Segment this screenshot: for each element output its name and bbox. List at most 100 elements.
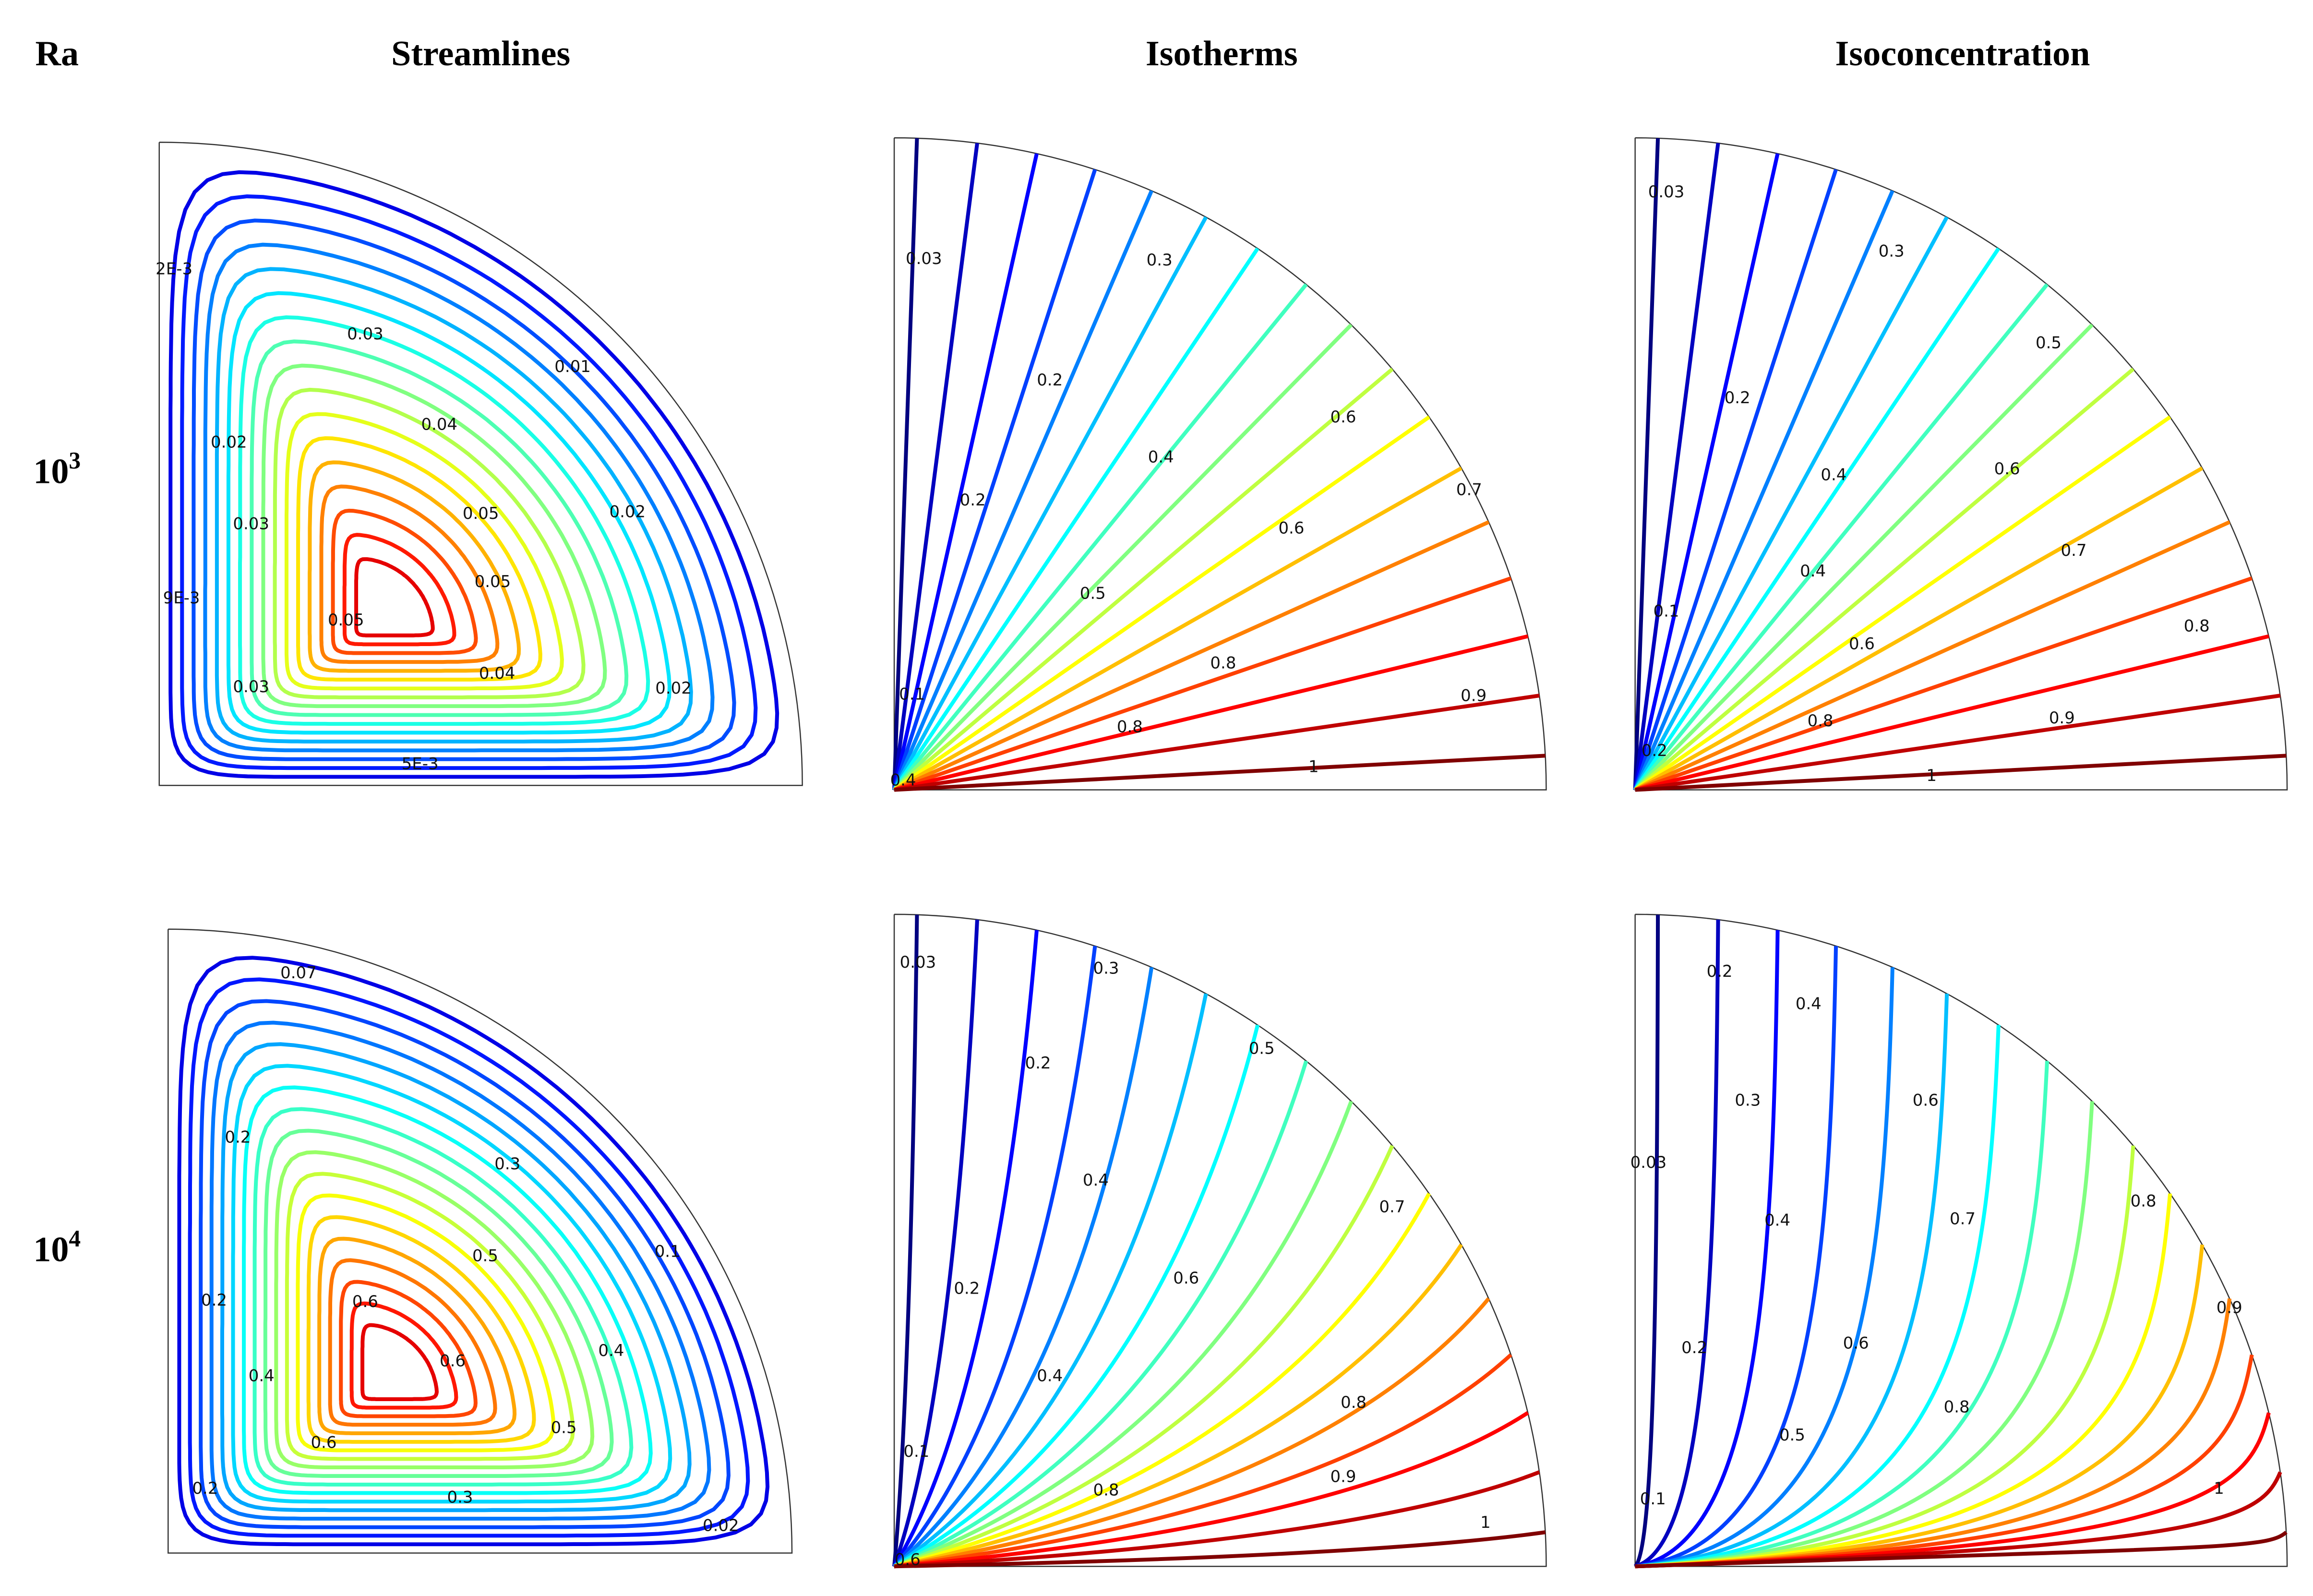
isoline xyxy=(893,520,1490,792)
contour-label: 0.2 xyxy=(1037,371,1063,390)
isoline xyxy=(894,1470,1540,1569)
streamline xyxy=(339,1280,478,1418)
contour-label: 0.9 xyxy=(2217,1298,2242,1318)
contour-label: 0.03 xyxy=(233,514,269,533)
contour-label: 0.02 xyxy=(655,679,692,698)
streamline xyxy=(203,242,715,753)
contour-label: 0.6 xyxy=(1173,1269,1199,1288)
contour-label: 0.9 xyxy=(1330,1467,1356,1487)
contour-label: 0.05 xyxy=(463,504,499,523)
row-label: 103 xyxy=(33,447,81,492)
contour-label: 0.2 xyxy=(1707,962,1733,981)
domain-outline xyxy=(168,928,793,1554)
contour-label: 0.5 xyxy=(1080,584,1106,603)
isoline xyxy=(1634,634,2269,792)
isoline xyxy=(1634,367,2135,792)
isoline xyxy=(1635,1298,2232,1569)
contour-label: 0.02 xyxy=(211,433,247,452)
isoline xyxy=(894,1411,1529,1569)
streamline xyxy=(342,533,456,647)
isoline xyxy=(892,216,1208,791)
domain-outline xyxy=(158,142,803,786)
isoline xyxy=(892,247,1259,791)
contour-label: 0.07 xyxy=(280,963,317,983)
streamline xyxy=(296,436,542,682)
contour-label: 0.6 xyxy=(1849,634,1875,653)
isoline xyxy=(893,993,1208,1568)
streamline xyxy=(354,557,435,637)
streamline xyxy=(231,1064,672,1504)
domain-outline xyxy=(1634,137,2288,791)
contour-label: 0.5 xyxy=(2036,334,2061,353)
streamline xyxy=(308,460,521,673)
isoline xyxy=(893,1145,1394,1569)
contour-label: 0.3 xyxy=(1879,241,1905,261)
contour-label: 0.03 xyxy=(900,953,936,972)
contour-label: 0.01 xyxy=(554,357,591,376)
domain-outline xyxy=(893,913,1547,1567)
isoline xyxy=(892,283,1308,792)
contour-label: 0.1 xyxy=(655,1242,681,1261)
streamline xyxy=(188,977,750,1538)
contour-label: 0.6 xyxy=(895,1550,921,1569)
contour-label: 0.03 xyxy=(1648,182,1685,202)
streamline xyxy=(209,1020,711,1521)
isoline xyxy=(892,168,1097,791)
contour-label: 0.1 xyxy=(903,1442,929,1461)
streamline xyxy=(226,291,672,735)
contour-label: 0.4 xyxy=(249,1367,275,1386)
streamline xyxy=(319,484,500,664)
row-label-exponent: 3 xyxy=(69,447,81,474)
isoline xyxy=(1635,694,2281,792)
streamline xyxy=(250,339,629,717)
streamline xyxy=(306,1215,536,1444)
domain-outline xyxy=(1634,913,2288,1567)
isoline xyxy=(894,1353,1512,1569)
contour-label: 0.8 xyxy=(2131,1191,2157,1211)
isoline xyxy=(894,754,1546,792)
streamline xyxy=(273,387,586,699)
contour-label: 1 xyxy=(1308,757,1319,777)
isoline xyxy=(1634,415,2171,792)
contour-label: 0.4 xyxy=(1764,1211,1790,1230)
contour-label: 0.8 xyxy=(1944,1397,1970,1416)
isoline xyxy=(1633,914,1660,1568)
isoline xyxy=(1635,1412,2271,1569)
isoline xyxy=(1635,1244,2205,1569)
contour-label: 0.1 xyxy=(1654,602,1679,621)
contour-label: 0.5 xyxy=(1779,1426,1805,1445)
contour-label: 0.9 xyxy=(1461,686,1486,706)
contour-label: 0.8 xyxy=(1341,1393,1366,1412)
streamline xyxy=(261,363,607,708)
contour-label: 0.4 xyxy=(1800,562,1826,581)
isoline xyxy=(894,1297,1490,1569)
contour-label: 0.4 xyxy=(1796,995,1822,1014)
isoline xyxy=(1635,1531,2288,1569)
streamline xyxy=(263,1128,614,1478)
contour-label: 0.8 xyxy=(2184,616,2210,636)
isoline xyxy=(892,190,1153,791)
isoline xyxy=(892,914,919,1567)
streamline xyxy=(331,508,478,655)
contour-label: 0.03 xyxy=(1630,1153,1667,1172)
contour-label: 0.6 xyxy=(352,1292,378,1311)
contour-label: 1 xyxy=(2214,1479,2224,1498)
contour-label: 0.9 xyxy=(2049,708,2075,728)
streamline xyxy=(180,194,758,770)
isoline xyxy=(893,415,1430,792)
isoline xyxy=(893,946,1097,1568)
isoline xyxy=(894,634,1529,792)
isoline xyxy=(1635,754,2287,792)
streamline xyxy=(192,218,736,761)
isoline xyxy=(1633,143,1720,791)
contour-label: 0.7 xyxy=(1950,1209,1976,1228)
streamline xyxy=(360,1323,439,1402)
contour-label: 0.8 xyxy=(1808,711,1834,731)
contour-label: 0.03 xyxy=(347,324,384,344)
row-label: 104 xyxy=(33,1225,81,1269)
streamline xyxy=(199,999,731,1529)
isoline xyxy=(1635,1061,2049,1569)
column-header: Isotherms xyxy=(1146,34,1298,73)
contour-label: 0.4 xyxy=(1083,1171,1109,1190)
